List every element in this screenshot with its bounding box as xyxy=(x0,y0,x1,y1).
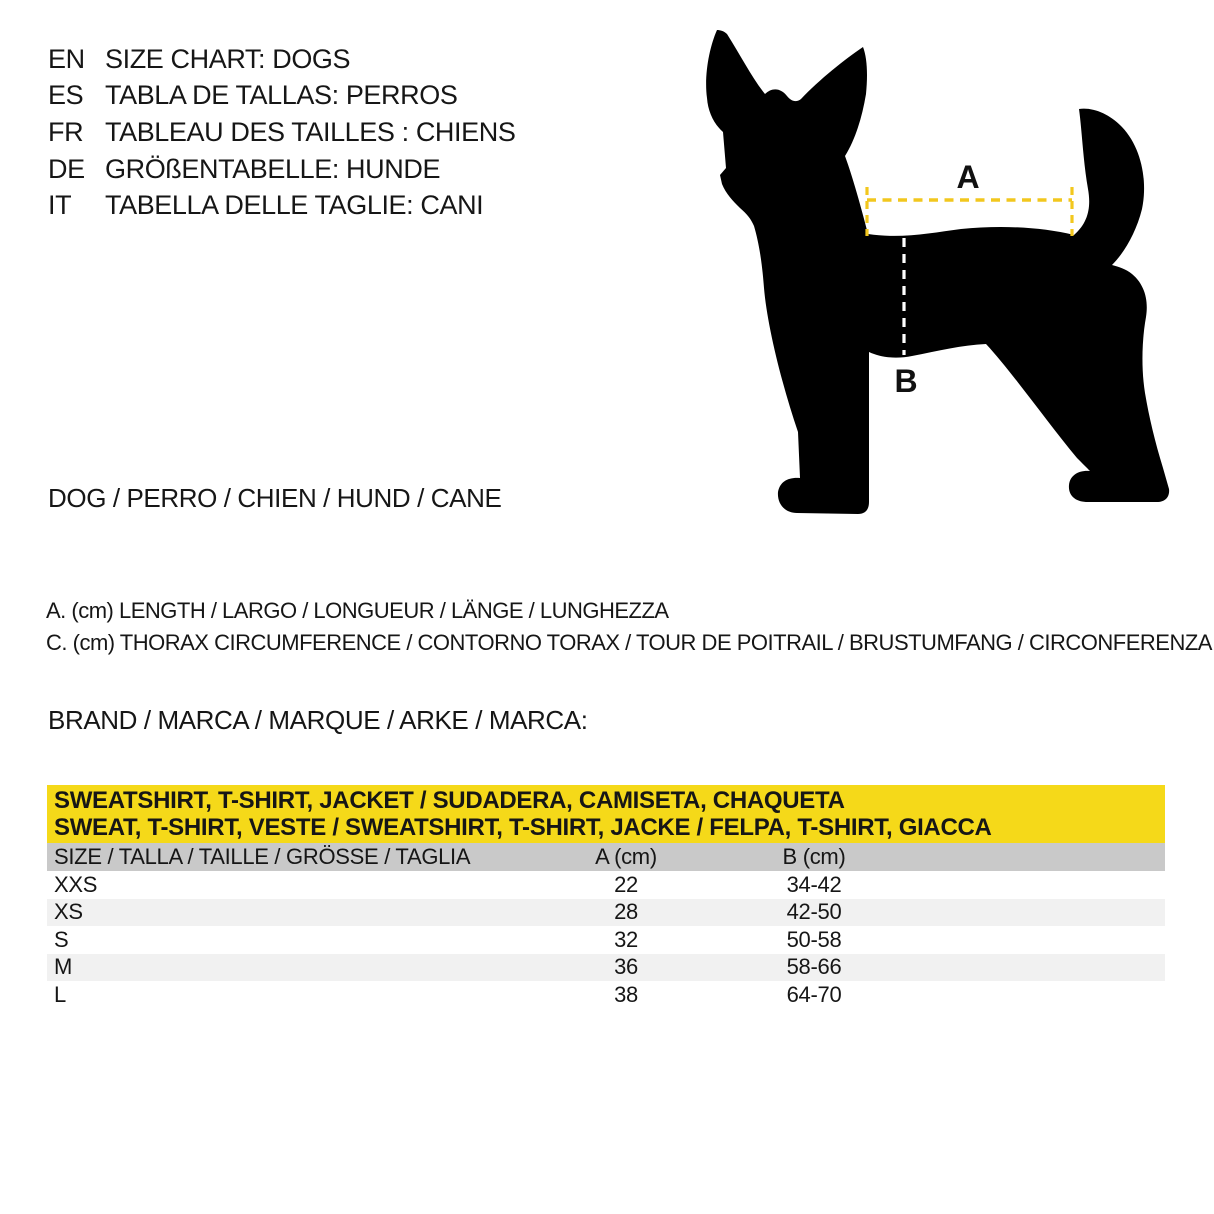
value-a: 36 xyxy=(614,954,638,980)
measure-a-label: A xyxy=(956,159,979,195)
value-b: 64-70 xyxy=(786,981,842,1007)
size-label: XS xyxy=(54,899,83,925)
lang-code: EN xyxy=(48,43,85,74)
legend-line-a: A. (cm) LENGTH / LARGO / LONGUEUR / LÄNG… xyxy=(46,598,669,623)
measure-b-label: B xyxy=(894,363,917,399)
header-a-cm: A (cm) xyxy=(595,844,657,869)
dog-silhouette xyxy=(706,30,1170,514)
table-title-line1: SWEATSHIRT, T-SHIRT, JACKET / SUDADERA, … xyxy=(54,787,845,814)
table-title-line2: SWEAT, T-SHIRT, VESTE / SWEATSHIRT, T-SH… xyxy=(54,814,992,841)
table-row: M 36 58-66 xyxy=(47,953,1165,981)
value-a: 22 xyxy=(614,871,638,897)
table-row: L 38 64-70 xyxy=(47,981,1165,1009)
legend-line-c: C. (cm) THORAX CIRCUMFERENCE / CONTORNO … xyxy=(46,630,1214,655)
lang-code: ES xyxy=(48,80,84,111)
dog-silhouette-diagram: A B xyxy=(706,30,1170,514)
value-b: 50-58 xyxy=(786,926,842,952)
value-b: 34-42 xyxy=(786,871,842,897)
lang-title: TABLA DE TALLAS: PERROS xyxy=(105,80,458,111)
value-b: 58-66 xyxy=(786,954,842,980)
list-item: EN SIZE CHART: DOGS xyxy=(48,41,515,78)
value-a: 28 xyxy=(614,899,638,925)
table-row: XS 28 42-50 xyxy=(47,898,1165,926)
table-header-row: SIZE / TALLA / TAILLE / GRÖSSE / TAGLIA … xyxy=(47,843,1165,871)
value-a: 32 xyxy=(614,926,638,952)
value-b: 42-50 xyxy=(786,899,842,925)
size-label: M xyxy=(54,954,73,980)
size-label: S xyxy=(54,926,69,952)
list-item: IT TABELLA DELLE TAGLIE: CANI xyxy=(48,187,515,224)
size-label: L xyxy=(54,981,66,1007)
lang-code: IT xyxy=(48,190,72,221)
table-row: XXS 22 34-42 xyxy=(47,871,1165,899)
size-table: SWEATSHIRT, T-SHIRT, JACKET / SUDADERA, … xyxy=(47,785,1165,1009)
table-title-bar: SWEATSHIRT, T-SHIRT, JACKET / SUDADERA, … xyxy=(47,785,1165,843)
lang-code: FR xyxy=(48,116,84,147)
lang-title: SIZE CHART: DOGS xyxy=(105,43,351,74)
size-label: XXS xyxy=(54,871,98,897)
animal-caption: DOG / PERRO / CHIEN / HUND / CANE xyxy=(48,483,502,513)
language-title-list: EN SIZE CHART: DOGS ES TABLA DE TALLAS: … xyxy=(48,41,516,224)
value-a: 38 xyxy=(614,981,638,1007)
list-item: DE GRÖßENTABELLE: HUNDE xyxy=(48,151,515,188)
list-item: ES TABLA DE TALLAS: PERROS xyxy=(48,78,515,115)
list-item: FR TABLEAU DES TAILLES : CHIENS xyxy=(48,114,516,151)
lang-code: DE xyxy=(48,153,85,184)
lang-title: TABLEAU DES TAILLES : CHIENS xyxy=(105,116,516,147)
brand-line: BRAND / MARCA / MARQUE / ARKE / MARCA: xyxy=(48,705,588,735)
header-b-cm: B (cm) xyxy=(782,844,846,869)
header-size: SIZE / TALLA / TAILLE / GRÖSSE / TAGLIA xyxy=(54,844,471,869)
measurement-legend: A. (cm) LENGTH / LARGO / LONGUEUR / LÄNG… xyxy=(46,595,1214,659)
table-row: S 32 50-58 xyxy=(47,926,1165,954)
lang-title: GRÖßENTABELLE: HUNDE xyxy=(105,153,441,184)
lang-title: TABELLA DELLE TAGLIE: CANI xyxy=(105,190,484,221)
